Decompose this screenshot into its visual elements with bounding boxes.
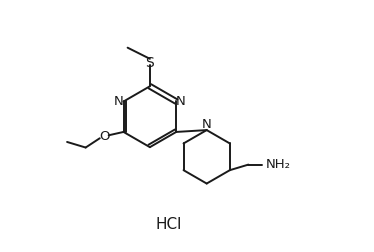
- Text: N: N: [114, 95, 123, 108]
- Text: S: S: [145, 56, 154, 70]
- Text: O: O: [99, 130, 110, 143]
- Text: NH₂: NH₂: [266, 158, 291, 171]
- Text: N: N: [176, 95, 186, 108]
- Text: N: N: [202, 118, 212, 131]
- Text: HCl: HCl: [155, 217, 182, 232]
